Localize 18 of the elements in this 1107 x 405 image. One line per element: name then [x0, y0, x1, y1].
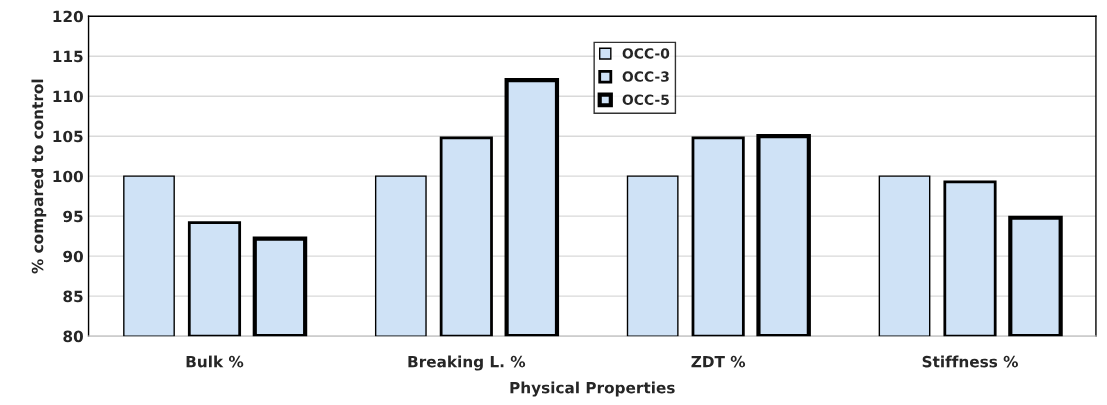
- legend-label: OCC-0: [622, 48, 670, 59]
- x-tick-label: ZDT %: [691, 355, 746, 368]
- y-tick-label: 120: [53, 10, 83, 23]
- legend-label: OCC-3: [622, 71, 669, 82]
- y-axis-title: % compared to control: [31, 79, 47, 274]
- y-tick-label: 115: [53, 50, 83, 63]
- y-tick-label: 85: [63, 290, 83, 303]
- y-tick-label: 105: [53, 130, 83, 143]
- y-tick-label: 95: [63, 210, 83, 223]
- y-tick-label: 100: [53, 170, 83, 183]
- y-tick-label: 80: [63, 330, 83, 343]
- x-tick-label: Breaking L. %: [408, 355, 526, 371]
- y-tick-label: 110: [53, 90, 83, 103]
- x-axis-title: Physical Properties: [510, 381, 675, 397]
- x-tick-label: Bulk %: [186, 355, 244, 368]
- legend-label: OCC-5: [622, 94, 669, 105]
- y-tick-label: 90: [63, 250, 83, 263]
- x-tick-label: Stiffness %: [922, 355, 1018, 368]
